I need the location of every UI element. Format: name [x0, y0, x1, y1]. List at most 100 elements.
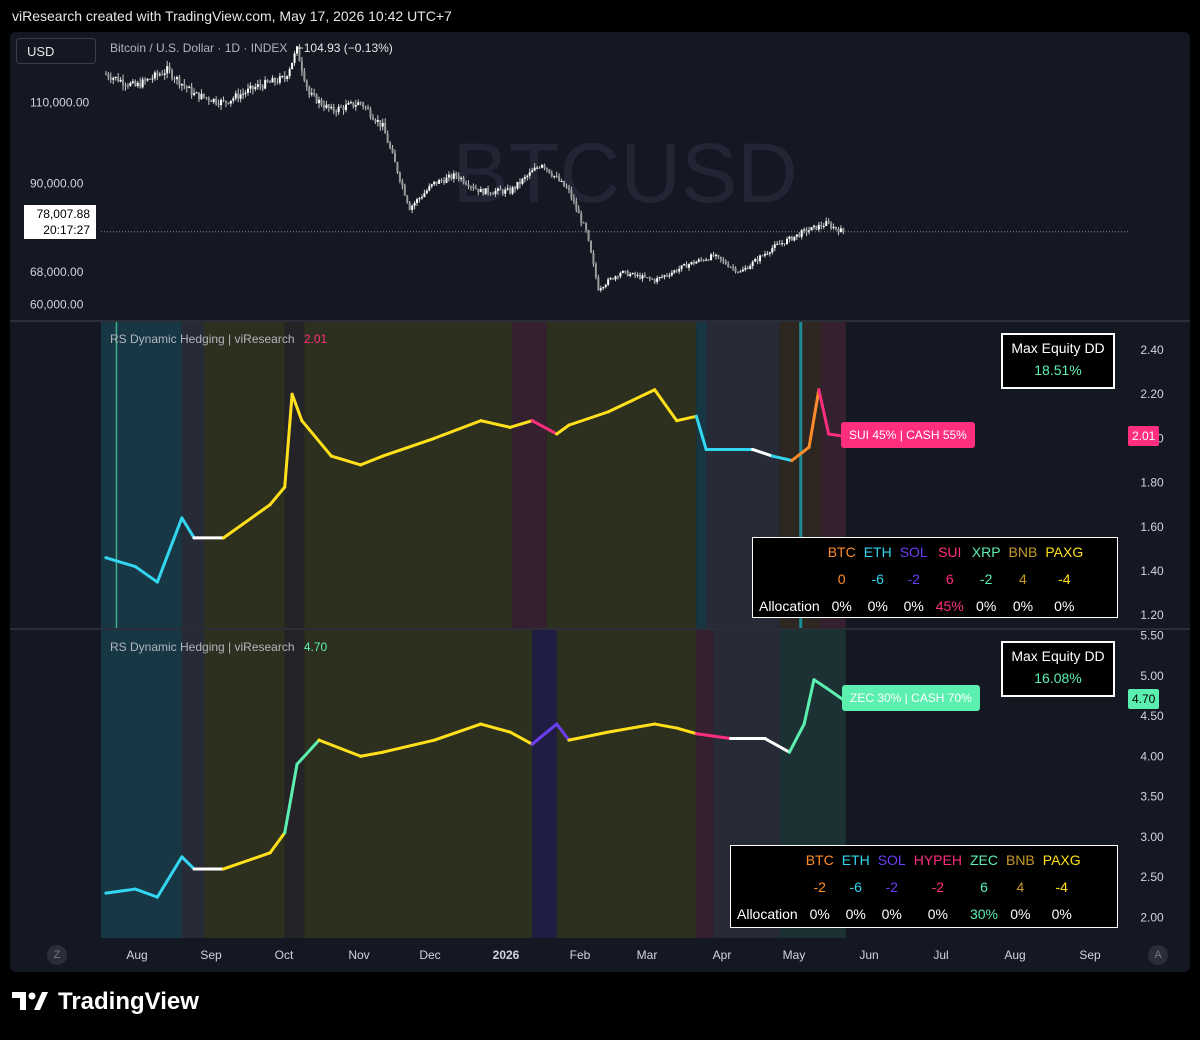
candle-body: [822, 225, 825, 227]
candle-body: [749, 265, 752, 269]
chart-canvas[interactable]: BTCUSD110,000.0090,000.0068,000.0060,000…: [10, 32, 1190, 972]
last-price-label: 78,007.88 20:17:27: [24, 205, 96, 239]
auto-scale-button[interactable]: A: [1148, 945, 1168, 965]
time-axis-tick: Aug: [1004, 948, 1025, 962]
indicator2-legend[interactable]: RS Dynamic Hedging | viResearch 4.70: [110, 640, 327, 654]
candle-body: [675, 270, 678, 272]
candle-body: [484, 188, 487, 195]
candle-body: [477, 188, 480, 193]
candle-body: [266, 80, 269, 82]
candle-body: [460, 177, 463, 180]
indicator-point: [567, 738, 571, 742]
indicator-point: [432, 436, 436, 440]
candle-body: [406, 195, 409, 203]
indicator-point: [381, 454, 385, 458]
candle-body: [727, 264, 730, 267]
allocation-tag-1: SUI 45% | CASH 55%: [841, 422, 975, 448]
asset-allocation: 30%: [969, 905, 998, 922]
candle-body: [389, 142, 392, 148]
candle-body: [761, 255, 764, 257]
candle-body: [276, 82, 279, 84]
candle-body: [129, 82, 132, 86]
candle-body: [310, 93, 313, 95]
asset-allocation: 45%: [935, 597, 964, 614]
time-axis-tick: 2026: [493, 948, 520, 962]
indicator-point: [606, 410, 610, 414]
candle-body: [523, 176, 526, 179]
indicator-point: [359, 463, 363, 467]
indicator2-value: 4.70: [303, 640, 328, 654]
indicator1-value: 2.01: [303, 332, 328, 346]
indicator-segment: [133, 887, 159, 899]
candle-body: [737, 271, 739, 273]
indicator-segment: [268, 485, 287, 507]
candle-body: [732, 267, 735, 269]
indicator-point: [192, 536, 196, 540]
candle-body: [308, 86, 311, 95]
candle-body: [394, 152, 396, 163]
candle-body: [117, 76, 120, 82]
indicator-point: [180, 855, 184, 859]
candle-body: [820, 224, 823, 227]
timezone-left-button[interactable]: Z: [47, 945, 67, 965]
indicator-point: [290, 392, 294, 396]
candle-body: [222, 99, 225, 101]
candle-body: [122, 79, 125, 86]
indicator-point: [530, 742, 534, 746]
asset-header: ETH: [841, 851, 870, 868]
max-dd-title: Max Equity DD: [1011, 648, 1105, 664]
candle-body: [604, 284, 607, 288]
candle-body: [254, 87, 257, 90]
candle-body: [817, 224, 820, 230]
regime-band: [203, 630, 285, 938]
footer: TradingView: [12, 988, 199, 1022]
indicator-point: [283, 831, 287, 835]
indicator-segment: [268, 831, 287, 855]
candle-body: [153, 72, 156, 79]
candle-body: [793, 236, 796, 241]
candle-body: [572, 198, 575, 202]
indicator-segment: [295, 738, 321, 766]
indicator1-legend[interactable]: RS Dynamic Hedging | viResearch 2.01: [110, 332, 327, 346]
candle-body: [325, 104, 328, 108]
candle-body: [435, 181, 438, 184]
candle-body: [217, 103, 220, 106]
candle-body: [710, 254, 713, 261]
indicator-segment: [817, 388, 831, 436]
indicator1-axis-tick: 1.40: [1140, 564, 1164, 578]
candle-body: [298, 46, 301, 62]
table-row: Allocation 0% 0% 0% 45% 0% 0% 0%: [753, 592, 1087, 619]
indicator-point: [807, 445, 811, 449]
candle-body: [487, 188, 490, 194]
indicator-segment: [751, 447, 774, 458]
candle-body: [465, 182, 468, 185]
candle-body: [692, 261, 695, 264]
indicator-segment: [381, 436, 436, 458]
asset-allocation: 0%: [903, 597, 924, 614]
candle-body: [567, 187, 570, 190]
candle-body: [256, 84, 259, 88]
candle-body: [413, 202, 416, 206]
candle-body: [837, 229, 840, 233]
indicator-segment: [694, 732, 733, 741]
asset-allocation: 0%: [867, 597, 888, 614]
time-axis-tick: Dec: [419, 948, 440, 962]
candle-body: [695, 261, 698, 264]
candle-body: [369, 109, 372, 118]
candle-body: [543, 164, 546, 168]
candle-body: [555, 175, 558, 177]
candle-body: [278, 76, 281, 83]
candle-body: [313, 93, 316, 95]
indicator-point: [653, 722, 657, 726]
indicator-segment: [133, 565, 159, 584]
indicator-segment: [317, 738, 363, 758]
currency-button[interactable]: USD: [16, 38, 96, 64]
candle-body: [496, 188, 499, 191]
indicator-segment: [827, 432, 845, 438]
candle-body: [800, 230, 803, 237]
regime-band: [181, 322, 204, 628]
candle-body: [714, 254, 717, 257]
allocation-grid: BTC ETH SOL HYPEH ZEC BNB PAXG -2 -6 -2 -2 6 4 -4 Allo…: [731, 846, 1085, 927]
candle-body: [283, 76, 286, 79]
indicator-point: [770, 454, 774, 458]
